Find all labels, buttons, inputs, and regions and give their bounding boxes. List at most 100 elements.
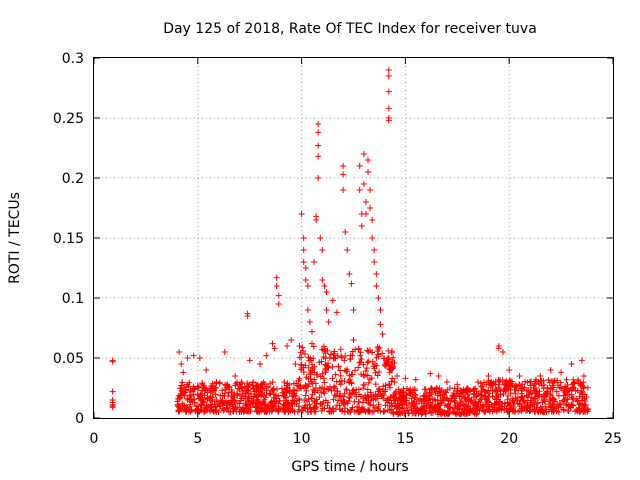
data-point xyxy=(443,379,450,385)
data-point xyxy=(411,403,418,410)
data-point xyxy=(244,401,251,408)
data-point xyxy=(313,396,320,403)
data-point xyxy=(422,386,429,393)
data-point xyxy=(570,402,577,409)
data-point xyxy=(572,408,579,415)
data-point xyxy=(551,378,558,385)
data-point xyxy=(379,350,386,357)
data-point xyxy=(355,364,362,371)
data-point xyxy=(315,121,322,127)
data-point xyxy=(273,283,280,289)
data-point xyxy=(344,408,351,415)
data-point xyxy=(327,351,334,358)
data-point xyxy=(410,389,417,396)
data-point xyxy=(340,400,347,407)
data-point xyxy=(340,187,347,193)
data-point xyxy=(407,390,414,397)
data-point xyxy=(330,408,337,415)
x-tick-label: 20 xyxy=(500,431,518,447)
y-tick-label: 0.15 xyxy=(53,231,84,247)
data-point xyxy=(321,405,328,412)
data-point xyxy=(300,235,307,241)
data-point xyxy=(411,386,418,393)
data-point xyxy=(324,402,331,409)
data-point xyxy=(321,379,328,386)
data-point xyxy=(471,400,478,407)
data-point xyxy=(267,390,274,397)
data-point xyxy=(521,399,528,406)
data-point xyxy=(203,367,210,373)
data-point xyxy=(496,399,503,406)
data-point xyxy=(403,385,410,392)
data-point xyxy=(431,405,438,412)
data-point xyxy=(321,283,328,289)
y-tick-label: 0.25 xyxy=(53,111,84,127)
data-point xyxy=(325,319,332,325)
data-point xyxy=(361,372,368,379)
data-point xyxy=(213,379,220,385)
data-point xyxy=(296,406,303,413)
data-point xyxy=(336,393,343,400)
data-point xyxy=(313,217,320,223)
data-point xyxy=(363,397,370,404)
data-point xyxy=(556,384,563,391)
data-point xyxy=(516,373,523,379)
data-point xyxy=(202,385,209,392)
data-point xyxy=(221,349,228,355)
data-point xyxy=(269,340,276,347)
data-point xyxy=(205,403,212,410)
x-tick-label: 25 xyxy=(604,431,622,447)
data-point xyxy=(277,405,284,412)
data-point xyxy=(388,349,395,356)
data-point xyxy=(355,386,362,393)
data-point xyxy=(194,403,201,410)
data-point xyxy=(303,387,310,394)
data-point xyxy=(263,352,270,359)
data-point xyxy=(187,401,194,408)
data-point xyxy=(338,377,345,384)
data-point xyxy=(229,397,236,404)
data-point xyxy=(451,397,458,404)
data-point xyxy=(561,407,568,414)
data-point xyxy=(340,163,347,169)
data-point xyxy=(478,383,485,390)
data-point xyxy=(305,364,312,371)
data-point xyxy=(507,386,514,393)
data-point xyxy=(576,393,583,400)
data-point xyxy=(518,387,525,394)
data-point xyxy=(295,377,302,384)
data-point xyxy=(350,387,357,394)
data-point xyxy=(447,404,454,411)
data-point xyxy=(389,358,396,365)
data-point xyxy=(308,395,315,402)
data-point xyxy=(546,396,553,403)
data-point xyxy=(372,391,379,398)
data-point xyxy=(451,409,458,416)
data-point xyxy=(375,407,382,414)
data-point xyxy=(333,378,340,385)
data-point xyxy=(195,384,202,391)
data-point xyxy=(387,367,394,373)
data-point xyxy=(232,404,239,411)
data-point xyxy=(464,391,471,398)
data-point xyxy=(354,408,361,415)
data-point xyxy=(395,404,402,411)
data-point xyxy=(358,223,365,229)
data-point xyxy=(332,392,339,399)
data-point xyxy=(316,394,323,401)
data-point xyxy=(356,163,363,169)
data-point xyxy=(479,383,486,390)
data-point xyxy=(311,376,318,383)
data-point xyxy=(385,397,392,404)
data-point xyxy=(321,347,328,354)
data-point xyxy=(322,366,329,373)
data-point xyxy=(381,355,388,362)
data-point xyxy=(347,356,354,363)
data-point xyxy=(365,358,372,365)
data-point xyxy=(267,380,274,387)
data-point xyxy=(513,383,520,390)
data-point xyxy=(514,394,521,401)
data-point xyxy=(273,393,280,400)
data-point xyxy=(259,400,266,407)
data-point xyxy=(499,349,506,355)
